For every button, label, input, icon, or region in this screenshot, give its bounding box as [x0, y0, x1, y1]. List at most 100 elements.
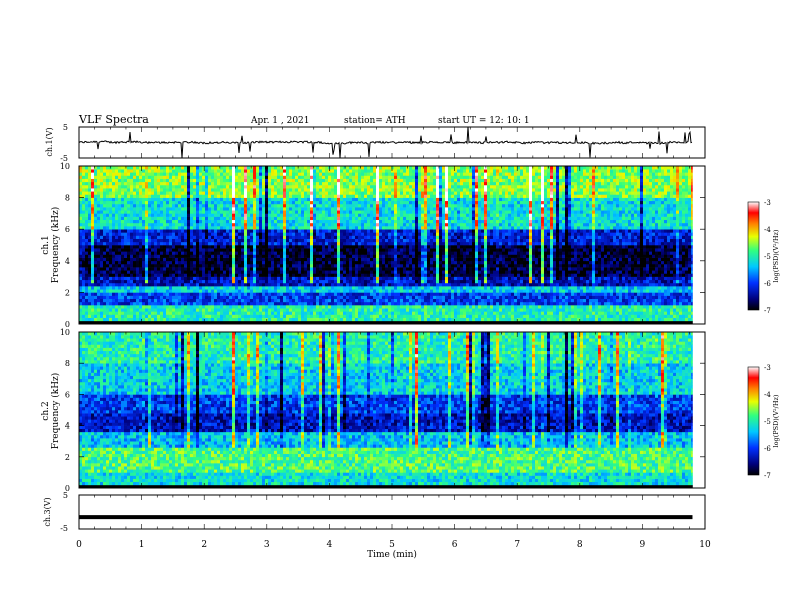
spectrogram-cell — [337, 258, 340, 261]
spectrogram-cell — [328, 239, 331, 242]
spectrogram-cell — [295, 188, 298, 191]
spectrogram-cell — [151, 245, 154, 248]
spectrogram-cell — [343, 188, 346, 191]
spectrogram-cell — [208, 201, 211, 204]
spectrogram-cell — [115, 191, 118, 194]
spectrogram-cell — [157, 188, 160, 191]
spectrogram-cell — [196, 245, 199, 248]
spectrogram-cell — [157, 273, 160, 276]
spectrogram-cell — [364, 210, 367, 213]
spectrogram-cell — [295, 302, 298, 305]
spectrogram-cell — [289, 283, 292, 286]
spectrogram-cell — [82, 201, 85, 204]
spectrogram-cell — [115, 248, 118, 251]
spectrogram-cell — [265, 261, 268, 264]
spectrogram-cell — [202, 242, 205, 245]
spectrogram-cell — [232, 292, 235, 295]
spectrogram-cell — [217, 236, 220, 239]
spectrogram-cell — [355, 267, 358, 270]
spectrogram-cell — [199, 242, 202, 245]
spectrogram-cell — [352, 242, 355, 245]
spectrogram-cell — [145, 182, 148, 185]
spectrogram-cell — [136, 315, 139, 318]
spectrogram-cell — [154, 201, 157, 204]
spectrogram-cell — [274, 270, 277, 273]
spectrogram-cell — [229, 286, 232, 289]
spectrogram-cell — [124, 236, 127, 239]
spectrogram-cell — [325, 245, 328, 248]
spectrogram-cell — [346, 267, 349, 270]
spectrogram-cell — [187, 188, 190, 191]
spectrogram-cell — [220, 175, 223, 178]
spectrogram-cell — [280, 289, 283, 292]
spectrogram-cell — [286, 273, 289, 276]
spectrogram-cell — [187, 226, 190, 229]
spectrogram-cell — [88, 207, 91, 210]
spectrogram-cell — [316, 258, 319, 261]
spectrogram-cell — [100, 296, 103, 299]
spectrogram-cell — [112, 223, 115, 226]
spectrogram-cell — [262, 318, 265, 321]
spectrogram-cell — [352, 264, 355, 267]
spectrogram-cell — [115, 182, 118, 185]
spectrogram-cell — [112, 311, 115, 314]
spectrogram-cell — [112, 213, 115, 216]
spectrogram-cell — [211, 280, 214, 283]
spectrogram-cell — [148, 280, 151, 283]
spectrogram-cell — [193, 229, 196, 232]
spectrogram-cell — [367, 220, 370, 223]
spectrogram-cell — [82, 270, 85, 273]
spectrogram-cell — [235, 273, 238, 276]
spectrogram-cell — [262, 223, 265, 226]
spectrogram-cell — [349, 296, 352, 299]
spectrogram-cell — [370, 201, 373, 204]
spectrogram-cell — [328, 236, 331, 239]
spectrogram-cell — [277, 286, 280, 289]
spectrogram-cell — [340, 223, 343, 226]
spectrogram-cell — [256, 261, 259, 264]
spectrogram-cell — [220, 179, 223, 182]
spectrogram-cell — [160, 292, 163, 295]
spectrogram-cell — [361, 296, 364, 299]
spectrogram-cell — [271, 248, 274, 251]
spectrogram-cell — [205, 302, 208, 305]
spectrogram-cell — [247, 220, 250, 223]
spectrogram-cell — [217, 226, 220, 229]
spectrogram-cell — [346, 280, 349, 283]
spectrogram-cell — [271, 220, 274, 223]
spectrogram-cell — [91, 204, 94, 207]
spectrogram-cell — [223, 254, 226, 257]
spectrogram-cell — [340, 261, 343, 264]
spectrogram-cell — [301, 223, 304, 226]
spectrogram-cell — [253, 172, 256, 175]
spectrogram-cell — [130, 213, 133, 216]
spectrogram-cell — [313, 311, 316, 314]
spectrogram-cell — [112, 207, 115, 210]
spectrogram-cell — [91, 182, 94, 185]
spectrogram-cell — [331, 188, 334, 191]
spectrogram-cell — [235, 232, 238, 235]
spectrogram-cell — [91, 315, 94, 318]
spectrogram-cell — [103, 299, 106, 302]
spectrogram-cell — [262, 220, 265, 223]
spectrogram-cell — [364, 179, 367, 182]
spectrogram-cell — [268, 289, 271, 292]
spectrogram-cell — [169, 261, 172, 264]
spectrogram-cell — [244, 267, 247, 270]
spectrogram-cell — [220, 194, 223, 197]
spectrogram-cell — [268, 311, 271, 314]
spectrogram-cell — [298, 191, 301, 194]
spectrogram-cell — [172, 242, 175, 245]
spectrogram-cell — [91, 270, 94, 273]
spectrogram-cell — [286, 311, 289, 314]
spectrogram-cell — [358, 220, 361, 223]
spectrogram-cell — [235, 182, 238, 185]
spectrogram-cell — [184, 289, 187, 292]
spectrogram-cell — [154, 261, 157, 264]
spectrogram-cell — [199, 248, 202, 251]
spectrogram-cell — [319, 166, 322, 169]
spectrogram-cell — [211, 220, 214, 223]
spectrogram-cell — [325, 175, 328, 178]
spectrogram-cell — [367, 258, 370, 261]
spectrogram-cell — [313, 267, 316, 270]
